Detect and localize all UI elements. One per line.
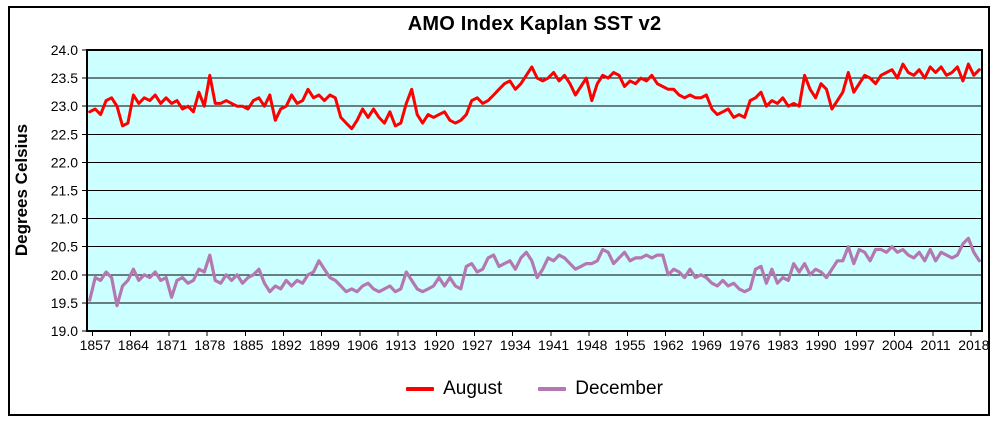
- august-line-swatch: [406, 386, 435, 391]
- y-tick-label: 21.0: [51, 211, 78, 227]
- legend: August December: [87, 379, 982, 398]
- x-tick-label: 1885: [232, 337, 263, 353]
- y-tick-label: 22.5: [51, 126, 78, 142]
- y-tick-label: 20.5: [51, 239, 78, 255]
- x-tick-label: 1941: [538, 337, 569, 353]
- y-tick-label: 23.0: [51, 98, 78, 114]
- x-tick-label: 2004: [882, 337, 913, 353]
- x-tick-label: 1990: [805, 337, 836, 353]
- y-tick-label: 22.0: [51, 154, 78, 170]
- x-tick-label: 1920: [423, 337, 454, 353]
- y-tick-label: 23.5: [51, 70, 78, 86]
- x-tick-label: 1906: [347, 337, 378, 353]
- y-tick-label: 24.0: [51, 42, 78, 58]
- y-axis-title: Degrees Celsius: [12, 123, 31, 257]
- y-tick-label: 20.0: [51, 267, 78, 283]
- series-line-august: [88, 62, 981, 131]
- x-tick-label: 1892: [271, 337, 302, 353]
- legend-item-december: December: [538, 379, 663, 398]
- x-tick-label: 1878: [194, 337, 225, 353]
- x-tick-label: 2018: [958, 337, 989, 353]
- x-tick-label: 1927: [462, 337, 493, 353]
- y-tick-label: 21.5: [51, 183, 78, 199]
- x-tick-label: 1864: [118, 337, 149, 353]
- chart-title: AMO Index Kaplan SST v2: [407, 13, 662, 35]
- december-line-swatch: [538, 386, 567, 391]
- legend-label-august: August: [443, 378, 503, 399]
- x-tick-label: 1962: [653, 337, 684, 353]
- x-tick-label: 1976: [729, 337, 760, 353]
- x-tick-label: 1913: [385, 337, 416, 353]
- x-tick-label: 1857: [80, 337, 111, 353]
- y-tick-label: 19.0: [51, 323, 78, 339]
- legend-item-august: August: [406, 379, 502, 398]
- y-tick-label: 19.5: [51, 295, 78, 311]
- x-tick-label: 1934: [500, 337, 531, 353]
- x-tick-label: 1983: [767, 337, 798, 353]
- series-line-december: [88, 236, 981, 308]
- x-tick-label: 1969: [691, 337, 722, 353]
- plot-border: [86, 49, 983, 332]
- x-tick-label: 1948: [576, 337, 607, 353]
- x-tick-label: 2011: [921, 337, 951, 353]
- x-tick-label: 1955: [614, 337, 645, 353]
- x-tick-label: 1997: [844, 337, 875, 353]
- x-tick-label: 1899: [309, 337, 340, 353]
- legend-label-december: December: [575, 378, 663, 399]
- x-tick-label: 1871: [156, 337, 187, 353]
